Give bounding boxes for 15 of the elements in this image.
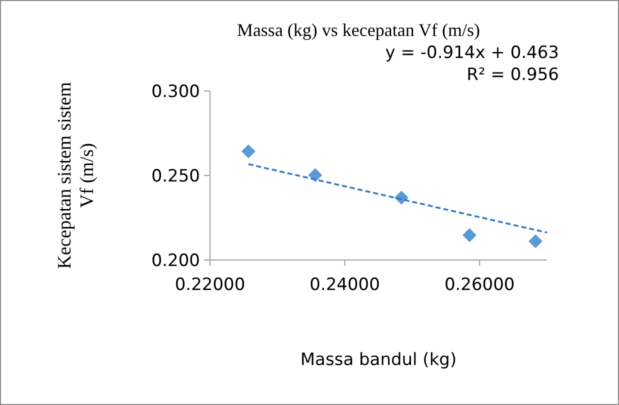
y-axis-title: Kecepatan sistem sistem Vf (m/s) [54,82,98,269]
y-tick-label: 0.300 [151,82,200,102]
x-tick-label: 0.24000 [310,275,380,295]
x-tick-label: 0.26000 [444,275,515,295]
point [241,144,256,158]
point [462,228,476,242]
x-tick-label: 0.22000 [174,275,246,295]
y-tick-label: 0.200 [151,250,200,271]
text: R² = 0.956 [466,65,559,85]
y-tick-label: 0.250 [151,166,200,186]
point [528,234,543,248]
text: y = -0.914x + 0.463 [385,43,559,63]
x-axis-title: Massa bandul (kg) [300,350,457,370]
point [308,168,322,182]
chart-title: Massa (kg) vs kecepatan Vf (m/s) [236,20,480,40]
